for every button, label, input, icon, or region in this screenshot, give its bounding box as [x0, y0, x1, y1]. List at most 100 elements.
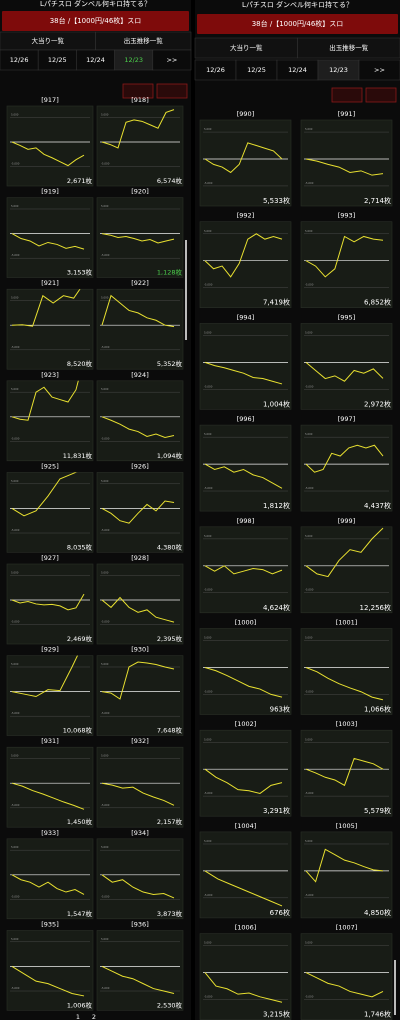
y-tick-label: -5,000 [204, 588, 213, 592]
y-tick-label: 5,000 [101, 387, 109, 391]
tile[interactable] [6, 472, 94, 553]
y-tick-label: 5,000 [204, 330, 212, 334]
count: 3,153枚 [67, 268, 93, 277]
option-button[interactable] [122, 83, 154, 99]
tile[interactable] [300, 119, 393, 207]
option-button[interactable] [331, 87, 363, 103]
machine-label: [1000] [235, 619, 257, 627]
y-tick-label: -5,000 [11, 162, 20, 166]
date-label[interactable]: 12/23 [124, 56, 143, 64]
tile[interactable] [300, 933, 393, 1020]
tile[interactable] [199, 526, 292, 614]
tile[interactable] [6, 746, 94, 828]
line [204, 361, 283, 385]
tile[interactable] [199, 119, 292, 207]
tab-label[interactable]: 出玉推移一覧 [329, 43, 369, 52]
tab-label[interactable]: 大当り一覧 [32, 36, 65, 45]
tile[interactable] [96, 838, 184, 920]
tile[interactable] [96, 380, 184, 462]
tile[interactable] [6, 197, 94, 278]
machine-label: [998] [237, 517, 254, 525]
tile[interactable] [96, 288, 184, 370]
machine-label: [934] [131, 829, 148, 837]
tile[interactable] [199, 424, 292, 512]
y-tick-label: -5,000 [101, 528, 110, 532]
tile[interactable] [300, 526, 393, 614]
tab[interactable] [297, 37, 400, 59]
tile[interactable] [300, 221, 393, 308]
y-tick-label: -5,000 [204, 486, 213, 490]
tab-label[interactable]: 出玉推移一覧 [124, 36, 164, 45]
tab-label[interactable]: 大当り一覧 [230, 43, 263, 52]
tile[interactable] [96, 746, 184, 828]
date-label[interactable]: 12/26 [206, 66, 225, 74]
tile[interactable] [6, 655, 94, 736]
y-tick-label: 5,000 [101, 662, 109, 666]
tile[interactable] [199, 221, 292, 308]
line [204, 233, 283, 278]
date-label[interactable]: >> [374, 66, 385, 74]
tile[interactable] [300, 628, 393, 715]
date-label[interactable]: 12/23 [329, 66, 348, 74]
count: 1,450枚 [67, 817, 93, 826]
machine-label: [1005] [336, 822, 358, 830]
tile[interactable] [300, 323, 393, 410]
tile[interactable] [6, 930, 94, 1011]
count: 5,533枚 [263, 196, 290, 205]
option-button[interactable] [156, 83, 188, 99]
count: 4,437枚 [364, 501, 391, 510]
date-tab[interactable] [152, 49, 192, 71]
option-button[interactable] [365, 87, 397, 103]
y-tick-label: 5,000 [305, 127, 313, 131]
tile[interactable] [6, 563, 94, 645]
tile[interactable] [300, 831, 393, 919]
y-tick-label: -5,000 [204, 283, 213, 287]
y-tick-label: 5,000 [11, 937, 19, 941]
y-tick-label: -5,000 [101, 986, 110, 990]
tile[interactable] [199, 323, 292, 410]
y-tick-label: 5,000 [101, 204, 109, 208]
tile[interactable] [96, 655, 184, 736]
machine-label: [999] [338, 517, 355, 525]
count: 1,094枚 [157, 451, 183, 460]
count: 1,006枚 [67, 1000, 93, 1009]
date-label[interactable]: >> [166, 56, 177, 64]
y-tick-label: -5,000 [11, 436, 20, 440]
tile[interactable] [199, 628, 292, 715]
tile[interactable] [6, 105, 94, 187]
tile[interactable] [6, 838, 94, 920]
y-tick-label: 5,000 [305, 330, 313, 334]
summary-text: 38台 /【1000円/46枚】スロ [252, 19, 344, 28]
tile[interactable] [199, 729, 292, 817]
count: 1,128枚 [157, 268, 183, 277]
page-number[interactable]: 1 [76, 1013, 80, 1020]
line [305, 972, 384, 998]
page-number[interactable]: 2 [92, 1013, 96, 1020]
tile[interactable] [300, 424, 393, 512]
y-tick-label: 5,000 [204, 432, 212, 436]
tile[interactable] [96, 563, 184, 645]
machine-label: [995] [338, 313, 355, 321]
count: 1,746枚 [364, 1010, 391, 1019]
y-tick-label: 5,000 [204, 127, 212, 131]
tile[interactable] [96, 472, 184, 553]
tile[interactable] [6, 380, 94, 462]
tile[interactable] [96, 105, 184, 187]
line [11, 289, 81, 327]
machine-label: [920] [131, 188, 148, 196]
tile[interactable] [199, 933, 292, 1020]
y-tick-label: -5,000 [305, 486, 314, 490]
tile[interactable] [6, 288, 94, 370]
date-tab[interactable] [358, 59, 400, 81]
tile[interactable] [96, 197, 184, 278]
tile[interactable] [199, 831, 292, 919]
y-tick-label: 5,000 [204, 636, 212, 640]
date-label[interactable]: 12/25 [48, 56, 67, 64]
date-label[interactable]: 12/24 [86, 56, 105, 64]
tile[interactable] [300, 729, 393, 817]
count: 963枚 [270, 705, 290, 714]
date-label[interactable]: 12/26 [10, 56, 29, 64]
date-label[interactable]: 12/24 [288, 66, 307, 74]
y-tick-label: -5,000 [101, 436, 110, 440]
date-label[interactable]: 12/25 [247, 66, 266, 74]
